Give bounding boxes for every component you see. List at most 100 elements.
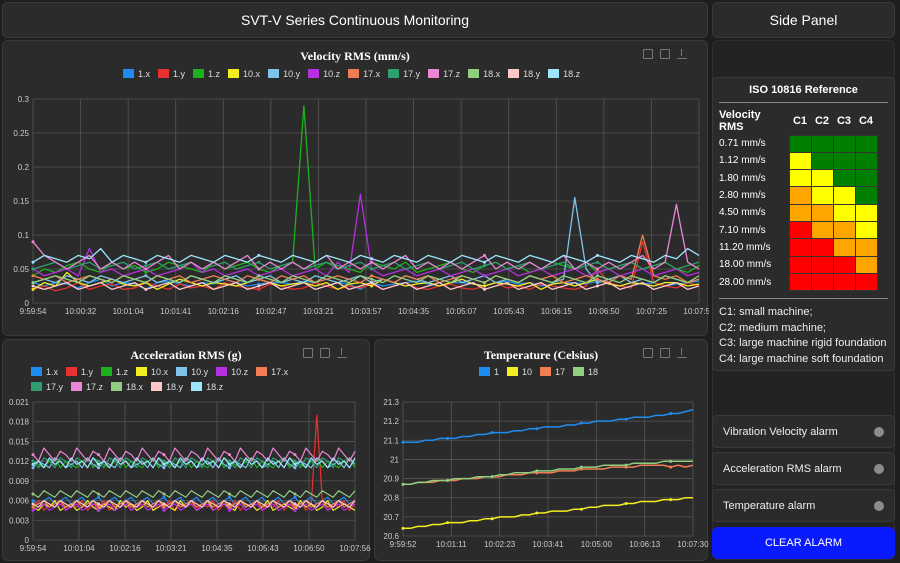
data-point[interactable] — [579, 465, 583, 469]
data-point[interactable] — [293, 453, 297, 457]
legend-item[interactable]: 18 — [573, 364, 598, 379]
legend-item[interactable]: 18.y — [508, 66, 540, 81]
data-point[interactable] — [624, 463, 628, 467]
data-point[interactable] — [401, 440, 405, 444]
legend-item[interactable]: 10.z — [308, 66, 340, 81]
data-point[interactable] — [96, 462, 100, 466]
data-point[interactable] — [370, 267, 374, 271]
data-point[interactable] — [624, 417, 628, 421]
legend-item[interactable]: 1 — [479, 364, 499, 379]
legend-item[interactable]: 17.z — [71, 379, 103, 394]
data-point[interactable] — [483, 264, 487, 268]
data-point[interactable] — [624, 501, 628, 505]
legend-item[interactable]: 10.z — [216, 364, 248, 379]
data-point[interactable] — [162, 453, 166, 457]
data-point[interactable] — [257, 284, 261, 288]
data-point[interactable] — [31, 284, 35, 288]
zoom-reset-icon[interactable] — [320, 348, 330, 358]
data-point[interactable] — [293, 462, 297, 466]
series-line-18-x[interactable] — [32, 275, 700, 284]
series-line-18-x[interactable] — [32, 490, 356, 498]
data-point[interactable] — [227, 508, 231, 512]
legend-item[interactable]: 1.z — [101, 364, 128, 379]
data-point[interactable] — [257, 277, 261, 281]
data-point[interactable] — [144, 287, 148, 291]
data-point[interactable] — [31, 274, 35, 278]
data-point[interactable] — [31, 508, 35, 512]
data-point[interactable] — [370, 281, 374, 285]
data-point[interactable] — [162, 459, 166, 463]
data-point[interactable] — [490, 475, 494, 479]
data-point[interactable] — [227, 492, 231, 496]
series-line-18[interactable] — [403, 460, 693, 486]
data-point[interactable] — [446, 521, 450, 525]
data-point[interactable] — [293, 495, 297, 499]
data-point[interactable] — [446, 478, 450, 482]
data-point[interactable] — [227, 495, 231, 499]
data-point[interactable] — [144, 260, 148, 264]
data-point[interactable] — [96, 508, 100, 512]
data-point[interactable] — [31, 267, 35, 271]
data-point[interactable] — [669, 465, 673, 469]
data-point[interactable] — [401, 482, 405, 486]
legend-item[interactable]: 17.y — [388, 66, 420, 81]
data-point[interactable] — [31, 287, 35, 291]
data-point[interactable] — [257, 253, 261, 257]
data-point[interactable] — [257, 274, 261, 278]
data-point[interactable] — [595, 260, 599, 264]
data-point[interactable] — [227, 453, 231, 457]
data-point[interactable] — [144, 267, 148, 271]
data-point[interactable] — [293, 502, 297, 506]
zoom-icon[interactable] — [643, 348, 653, 358]
clear-alarm-button[interactable]: CLEAR ALARM — [712, 527, 895, 559]
data-point[interactable] — [96, 502, 100, 506]
zoom-reset-icon[interactable] — [660, 348, 670, 358]
data-point[interactable] — [483, 274, 487, 278]
data-point[interactable] — [227, 502, 231, 506]
legend-item[interactable]: 18.x — [111, 379, 143, 394]
data-point[interactable] — [370, 274, 374, 278]
data-point[interactable] — [257, 267, 261, 271]
legend-item[interactable]: 17 — [540, 364, 565, 379]
data-point[interactable] — [31, 453, 35, 457]
data-point[interactable] — [490, 517, 494, 521]
zoom-reset-icon[interactable] — [660, 49, 670, 59]
download-icon[interactable] — [337, 348, 347, 358]
series-line-10-z[interactable] — [32, 193, 700, 277]
data-point[interactable] — [293, 508, 297, 512]
data-point[interactable] — [162, 492, 166, 496]
data-point[interactable] — [162, 508, 166, 512]
data-point[interactable] — [446, 436, 450, 440]
data-point[interactable] — [162, 466, 166, 470]
data-point[interactable] — [257, 260, 261, 264]
data-point[interactable] — [31, 492, 35, 496]
data-point[interactable] — [144, 270, 148, 274]
data-point[interactable] — [227, 505, 231, 509]
data-point[interactable] — [595, 267, 599, 271]
legend-item[interactable]: 1.x — [31, 364, 58, 379]
legend-item[interactable]: 18.y — [151, 379, 183, 394]
data-point[interactable] — [595, 253, 599, 257]
data-point[interactable] — [370, 257, 374, 261]
data-point[interactable] — [162, 462, 166, 466]
legend-item[interactable]: 10.y — [176, 364, 208, 379]
legend-item[interactable]: 18.z — [191, 379, 223, 394]
legend-item[interactable]: 10.x — [228, 66, 260, 81]
data-point[interactable] — [579, 507, 583, 511]
legend-item[interactable]: 18.x — [468, 66, 500, 81]
data-point[interactable] — [483, 287, 487, 291]
legend-item[interactable]: 17.y — [31, 379, 63, 394]
download-icon[interactable] — [677, 49, 687, 59]
series-line-17[interactable] — [403, 464, 694, 486]
data-point[interactable] — [293, 466, 297, 470]
legend-item[interactable]: 17.x — [348, 66, 380, 81]
data-point[interactable] — [293, 459, 297, 463]
download-icon[interactable] — [677, 348, 687, 358]
data-point[interactable] — [293, 505, 297, 509]
legend-item[interactable]: 1.y — [158, 66, 185, 81]
data-point[interactable] — [483, 281, 487, 285]
series-line-1[interactable] — [403, 408, 694, 443]
data-point[interactable] — [31, 281, 35, 285]
legend-item[interactable]: 1.y — [66, 364, 93, 379]
data-point[interactable] — [96, 492, 100, 496]
